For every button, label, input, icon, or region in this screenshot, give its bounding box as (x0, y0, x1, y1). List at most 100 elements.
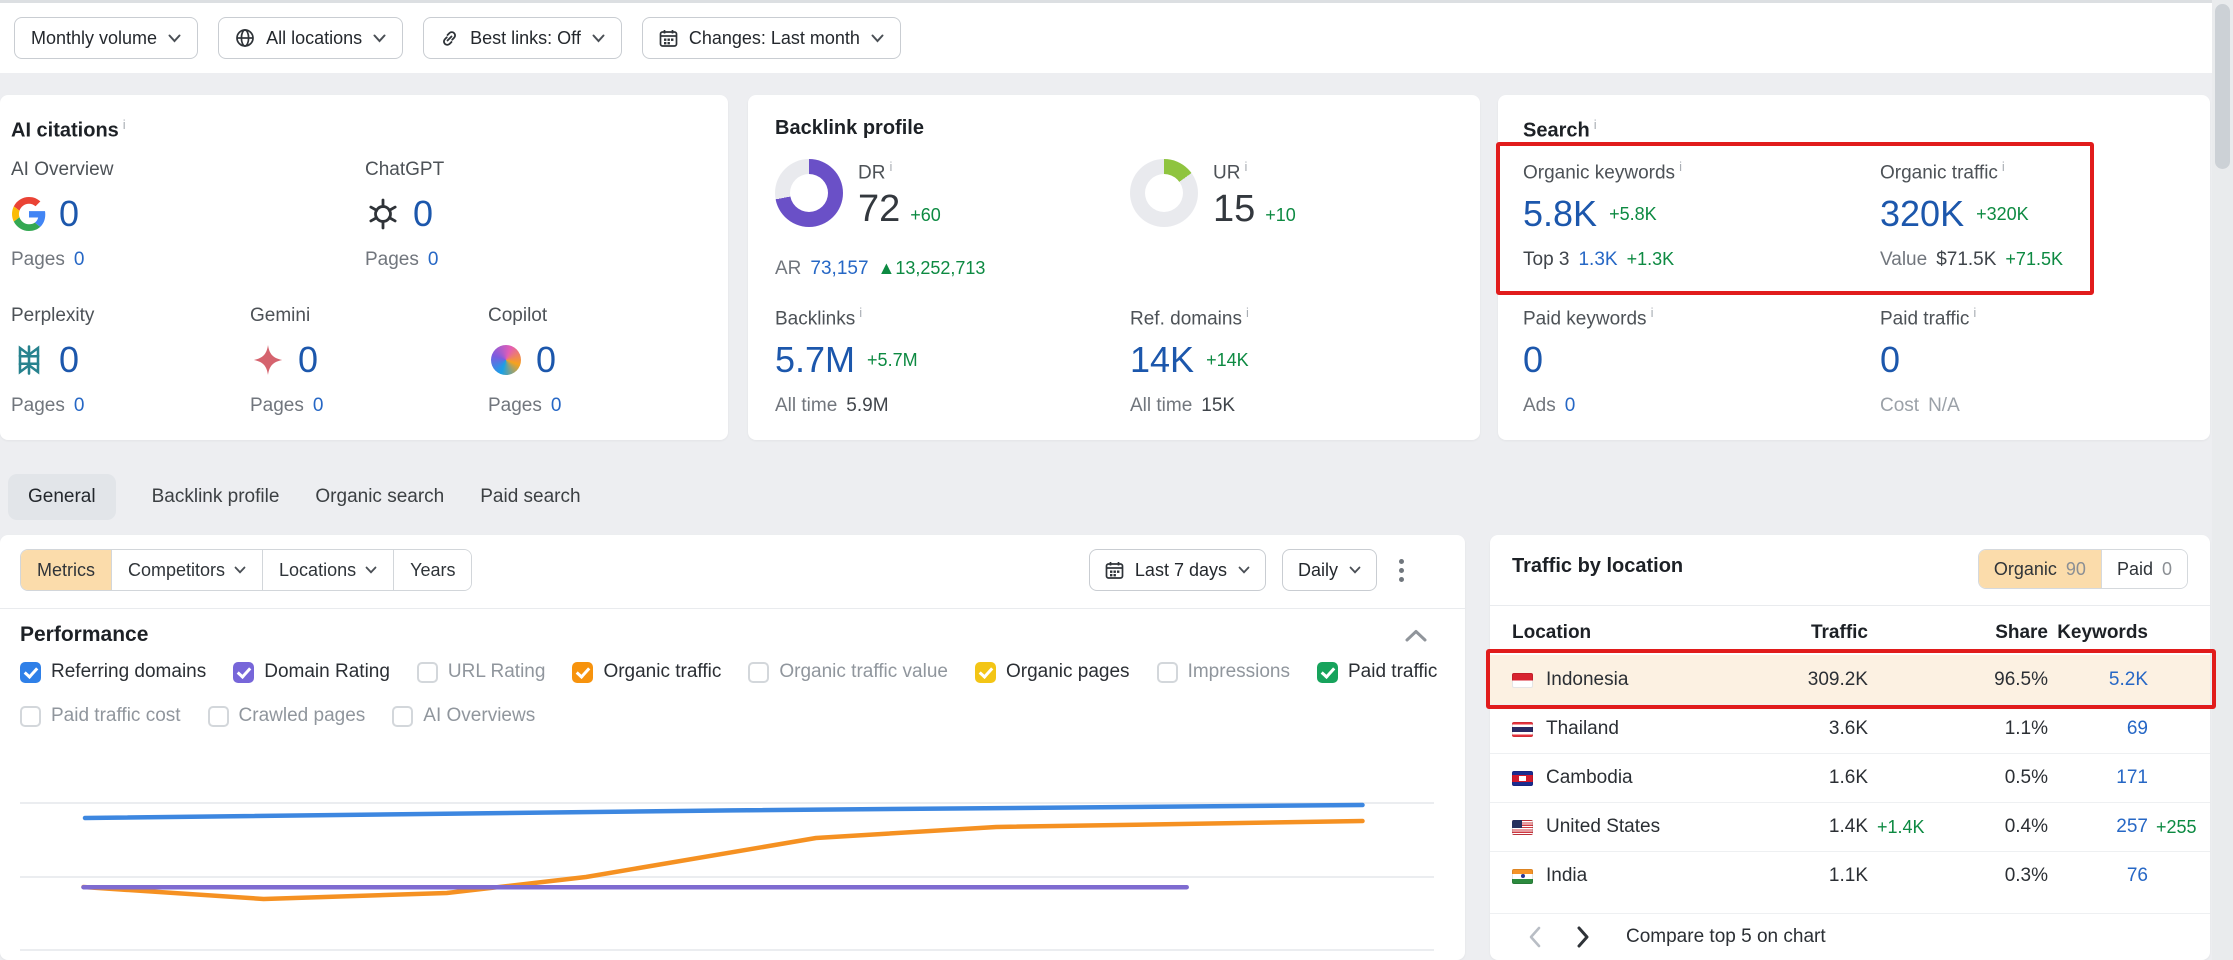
granularity-dropdown[interactable]: Daily (1282, 549, 1377, 591)
compare-top5-link[interactable]: Compare top 5 on chart (1626, 926, 1826, 948)
checkbox-checked-icon[interactable] (1317, 662, 1338, 683)
keywords-link[interactable]: 171 (2048, 767, 2148, 789)
checkbox-checked-icon[interactable] (975, 662, 996, 683)
checkbox-unchecked-icon[interactable] (392, 706, 413, 727)
toggle-organic[interactable]: Organic 90 (1979, 550, 2101, 588)
info-icon[interactable]: i (889, 159, 892, 174)
search-card: Searchi Organic keywordsi 5.8K +5.8K Top… (1498, 95, 2210, 440)
checkbox-unchecked-icon[interactable] (748, 662, 769, 683)
chart-date-controls: Last 7 days Daily (1089, 549, 1410, 591)
table-row-thailand[interactable]: Thailand 3.6K 1.1% 69 (1490, 704, 2210, 753)
metric-organic-pages[interactable]: Organic pages (975, 661, 1130, 683)
dr-donut-chart (775, 159, 843, 227)
table-row-indonesia[interactable]: Indonesia 309.2K 96.5% 5.2K (1490, 655, 2210, 704)
segment-metrics[interactable]: Metrics (21, 550, 112, 590)
location-table-footer: Compare top 5 on chart (1490, 913, 2210, 960)
checkbox-checked-icon[interactable] (20, 662, 41, 683)
ar-delta: ▲13,252,713 (878, 258, 986, 279)
perplexity-pages-link[interactable]: 0 (74, 395, 85, 417)
info-icon[interactable]: i (1594, 117, 1597, 132)
metric-domain-rating[interactable]: Domain Rating (233, 661, 390, 683)
paid-keywords-value[interactable]: 0 (1523, 339, 1543, 381)
divider (1490, 605, 2210, 606)
paid-traffic-value[interactable]: 0 (1880, 339, 1900, 381)
date-range-dropdown[interactable]: Last 7 days (1089, 549, 1266, 591)
tab-backlink-profile[interactable]: Backlink profile (152, 486, 280, 508)
info-icon[interactable]: i (1244, 159, 1247, 174)
info-icon[interactable]: i (859, 305, 862, 320)
metric-url-rating[interactable]: URL Rating (417, 661, 546, 683)
tab-organic-search[interactable]: Organic search (315, 486, 444, 508)
vertical-scrollbar[interactable] (2212, 0, 2233, 960)
flag-indonesia-icon (1512, 673, 1533, 688)
more-options-kebab-icon[interactable] (1393, 553, 1410, 588)
performance-line-chart[interactable] (0, 760, 1465, 960)
metric-paid-traffic-cost[interactable]: Paid traffic cost (20, 705, 181, 727)
organic-keywords-stat: Organic keywordsi 5.8K +5.8K Top 3 1.3K … (1523, 159, 1682, 271)
segment-competitors[interactable]: Competitors (112, 550, 263, 590)
tab-paid-search[interactable]: Paid search (480, 486, 580, 508)
metric-paid-traffic[interactable]: Paid traffic (1317, 661, 1437, 683)
metric-referring-domains[interactable]: Referring domains (20, 661, 206, 683)
collapse-chevron-up-icon[interactable] (1405, 629, 1427, 647)
info-icon[interactable]: i (2002, 159, 2005, 174)
info-icon[interactable]: i (1651, 305, 1654, 320)
copilot-count: 0 (536, 339, 556, 381)
metric-ai-overviews[interactable]: AI Overviews (392, 705, 535, 727)
info-icon[interactable]: i (1246, 305, 1249, 320)
performance-panel: Metrics Competitors Locations Years Last… (0, 535, 1465, 960)
ref-domains-stat: Ref. domainsi 14K +14K All time 15K (1130, 305, 1249, 417)
ads-link[interactable]: 0 (1565, 395, 1576, 417)
organic-traffic-value[interactable]: 320K (1880, 193, 1964, 235)
gemini-pages-link[interactable]: 0 (313, 395, 324, 417)
keywords-link[interactable]: 257 (2048, 816, 2148, 838)
info-icon[interactable]: i (123, 117, 126, 132)
keywords-link[interactable]: 69 (2048, 718, 2148, 740)
metric-impressions[interactable]: Impressions (1157, 661, 1290, 683)
calendar-icon (1105, 561, 1124, 580)
metric-organic-traffic[interactable]: Organic traffic (572, 661, 721, 683)
table-row-united-states[interactable]: United States 1.4K +1.4K 0.4% 257 +255 (1490, 802, 2210, 851)
dr-value: 72 (858, 188, 900, 230)
checkbox-unchecked-icon[interactable] (20, 706, 41, 727)
scrollbar-thumb[interactable] (2215, 4, 2230, 169)
backlinks-value[interactable]: 5.7M (775, 339, 855, 381)
backlink-profile-card: Backlink profile DRi 72 +60 AR 73,157 ▲1… (748, 95, 1480, 440)
checkbox-unchecked-icon[interactable] (417, 662, 438, 683)
ai-overview-pages-link[interactable]: 0 (74, 249, 85, 271)
ur-delta: +10 (1265, 205, 1296, 226)
table-row-india[interactable]: India 1.1K 0.3% 76 (1490, 851, 2210, 900)
page-next-chevron-right-icon[interactable] (1564, 918, 1602, 956)
top3-link[interactable]: 1.3K (1578, 249, 1617, 271)
backlinks-delta: +5.7M (867, 350, 918, 371)
metric-crawled-pages[interactable]: Crawled pages (208, 705, 366, 727)
info-icon[interactable]: i (1679, 159, 1682, 174)
search-title: Searchi (1523, 117, 1597, 143)
ar-value-link[interactable]: 73,157 (810, 258, 868, 280)
page-previous-chevron-left-icon[interactable] (1516, 918, 1554, 956)
organic-keywords-value[interactable]: 5.8K (1523, 193, 1597, 235)
tab-general[interactable]: General (8, 474, 116, 520)
best-links-label: Best links: Off (470, 28, 581, 49)
copilot-pages-link[interactable]: 0 (551, 395, 562, 417)
segment-years[interactable]: Years (394, 550, 471, 590)
locations-dropdown[interactable]: All locations (218, 17, 403, 59)
keywords-link[interactable]: 76 (2048, 865, 2148, 887)
checkbox-checked-icon[interactable] (572, 662, 593, 683)
keywords-link[interactable]: 5.2K (2048, 669, 2148, 691)
info-icon[interactable]: i (1973, 305, 1976, 320)
perplexity-icon (11, 342, 47, 378)
checkbox-unchecked-icon[interactable] (1157, 662, 1178, 683)
table-row-cambodia[interactable]: Cambodia 1.6K 0.5% 171 (1490, 753, 2210, 802)
checkbox-unchecked-icon[interactable] (208, 706, 229, 727)
chatgpt-pages-link[interactable]: 0 (428, 249, 439, 271)
changes-dropdown[interactable]: Changes: Last month (642, 17, 901, 59)
ai-citations-card: AI citationsi AI Overview 0 Pages 0 Chat… (0, 95, 728, 440)
toggle-paid[interactable]: Paid 0 (2101, 550, 2187, 588)
best-links-dropdown[interactable]: Best links: Off (423, 17, 622, 59)
segment-locations[interactable]: Locations (263, 550, 394, 590)
metric-organic-traffic-value[interactable]: Organic traffic value (748, 661, 948, 683)
ref-domains-value[interactable]: 14K (1130, 339, 1194, 381)
checkbox-checked-icon[interactable] (233, 662, 254, 683)
monthly-volume-dropdown[interactable]: Monthly volume (14, 17, 198, 59)
